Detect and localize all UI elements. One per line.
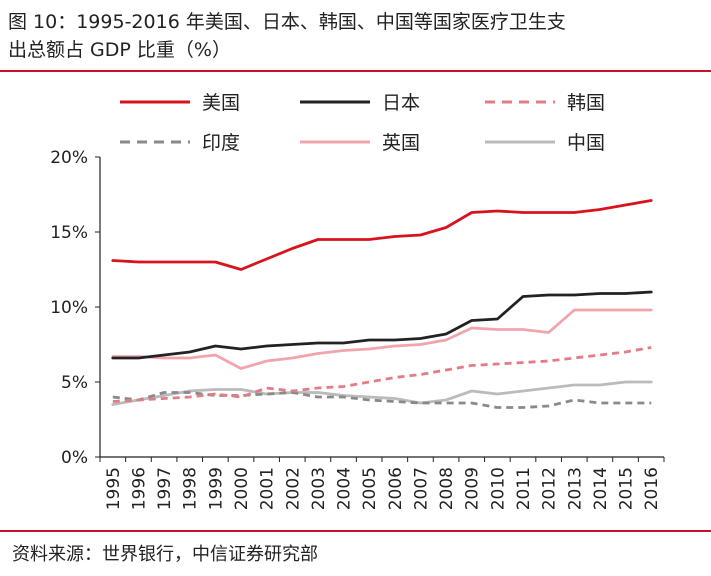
x-tick-label: 2002	[283, 467, 303, 510]
x-tick-label: 1996	[129, 467, 149, 510]
x-tick-label: 2014	[591, 467, 611, 510]
x-tick-label: 2008	[437, 467, 457, 510]
y-tick-label: 15%	[50, 223, 88, 243]
x-tick-label: 2007	[411, 467, 431, 510]
legend-label: 英国	[382, 132, 420, 154]
series-line	[111, 199, 653, 271]
series-line	[111, 380, 653, 406]
x-tick-label: 2013	[565, 467, 585, 510]
bottom-rule	[0, 530, 711, 532]
legend-label: 美国	[202, 92, 240, 114]
series-line	[112, 346, 652, 403]
chart-title-line2: 出总额占 GDP 比重（%）	[8, 39, 231, 61]
x-tick-label: 2000	[232, 467, 252, 510]
x-tick-label: 2009	[463, 467, 483, 510]
chart-title-line1: 图 10：1995-2016 年美国、日本、韩国、中国等国家医疗卫生支	[8, 11, 566, 33]
chart-title: 图 10：1995-2016 年美国、日本、韩国、中国等国家医疗卫生支 出总额占…	[8, 8, 698, 64]
series-line	[112, 391, 652, 409]
x-tick-label: 2012	[540, 467, 560, 510]
y-tick-label: 5%	[61, 373, 88, 393]
x-tick-label: 1997	[155, 467, 175, 510]
y-tick-label: 0%	[61, 448, 88, 468]
x-tick-label: 2004	[335, 467, 355, 510]
y-tick-label: 10%	[50, 298, 88, 318]
series-line	[111, 290, 653, 360]
source-note: 资料来源：世界银行，中信证券研究部	[12, 544, 318, 565]
legend-label: 印度	[202, 132, 240, 154]
x-tick-label: 2006	[386, 467, 406, 510]
legend-label: 日本	[382, 92, 420, 114]
x-tick-label: 2001	[258, 467, 278, 510]
legend-label: 韩国	[567, 92, 605, 114]
x-tick-label: 1998	[181, 467, 201, 510]
series-line	[111, 308, 653, 370]
x-tick-label: 2016	[642, 467, 662, 510]
x-tick-label: 2005	[360, 467, 380, 510]
x-tick-label: 1999	[206, 467, 226, 510]
top-rule	[0, 70, 711, 72]
x-tick-label: 2011	[514, 467, 534, 510]
x-tick-label: 2015	[617, 467, 637, 510]
legend-label: 中国	[567, 132, 605, 154]
x-tick-label: 2010	[488, 467, 508, 510]
x-tick-label: 1995	[104, 467, 124, 510]
x-tick-label: 2003	[309, 467, 329, 510]
y-tick-label: 20%	[50, 148, 88, 168]
line-chart: 0% 5% 10% 15% 20% 1995 1996 1997 1998 1999 2000 200…	[50, 92, 665, 510]
